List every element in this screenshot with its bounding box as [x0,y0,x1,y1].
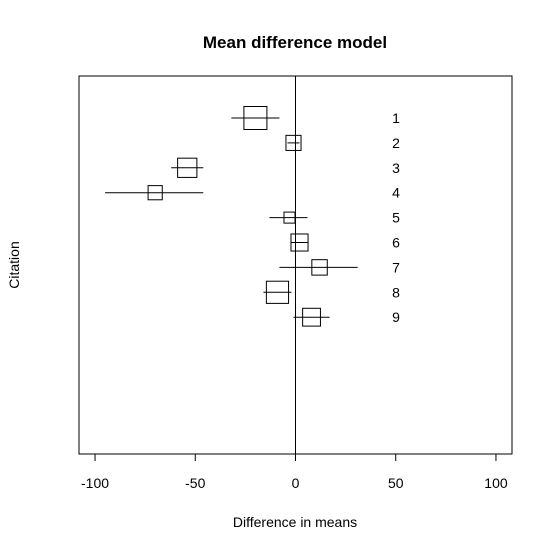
study-row-5: 5 [269,210,400,226]
x-tick-label-0: 0 [292,475,300,491]
y-axis-label: Citation [6,241,22,288]
study-row-4: 4 [105,185,400,201]
x-tick-label--50: -50 [185,475,205,491]
x-tick-label-50: 50 [388,475,404,491]
study-label-6: 6 [392,235,400,251]
study-row-6: 6 [290,233,400,252]
study-label-4: 4 [392,185,400,201]
estimate-box-5 [283,211,296,224]
estimate-box-2 [285,134,302,151]
study-label-7: 7 [392,259,400,275]
chart-title: Mean difference model [203,33,387,52]
study-label-3: 3 [392,160,400,176]
study-row-1: 1 [231,106,400,130]
estimate-box-7 [311,259,328,276]
study-row-7: 7 [279,259,400,276]
x-tick-label--100: -100 [81,475,109,491]
study-row-2: 2 [285,134,400,151]
x-axis-label: Difference in means [233,514,357,530]
study-row-9: 9 [293,307,400,327]
study-label-2: 2 [392,135,400,151]
study-label-5: 5 [392,210,400,226]
estimate-box-8 [265,280,290,304]
estimate-box-6 [290,233,309,252]
study-row-8: 8 [263,280,400,304]
estimate-box-9 [302,307,321,327]
estimate-box-1 [243,106,268,130]
estimate-box-4 [147,185,163,201]
study-label-8: 8 [392,284,400,300]
study-label-9: 9 [392,309,400,325]
study-label-1: 1 [392,110,400,126]
estimate-box-3 [177,157,198,178]
study-row-3: 3 [171,157,400,178]
x-tick-label-100: 100 [484,475,508,491]
